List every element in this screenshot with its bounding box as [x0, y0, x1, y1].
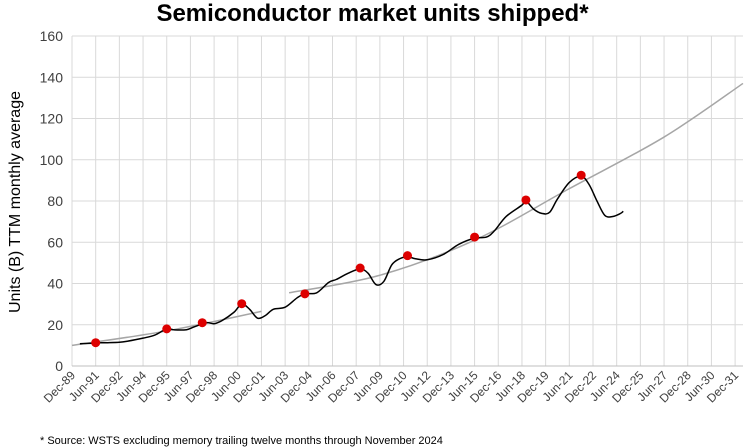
y-tick-labels: 0 20 40 60 80 100 120 140 160 — [40, 28, 64, 374]
peak-marker — [237, 299, 247, 309]
y-tick-label: 100 — [40, 152, 64, 168]
trend-lines — [71, 82, 744, 347]
x-tick-labels: Dec-89Jun-91Dec-92Jun-94Dec-95Jun-97Dec-… — [41, 368, 742, 405]
peak-marker — [162, 324, 172, 334]
y-tick-label: 20 — [47, 317, 63, 333]
peak-marker — [470, 232, 480, 242]
y-tick-label: 120 — [40, 111, 64, 127]
y-tick-label: 140 — [40, 69, 64, 85]
peak-marker — [300, 289, 310, 299]
peak-marker — [197, 318, 207, 328]
chart-title: Semiconductor market units shipped* — [156, 0, 589, 27]
peak-marker — [355, 263, 365, 273]
peak-marker — [576, 170, 586, 180]
y-tick-label: 60 — [47, 234, 63, 250]
y-tick-label: 0 — [55, 358, 63, 374]
y-tick-label: 80 — [47, 193, 63, 209]
footnote: * Source: WSTS excluding memory trailing… — [40, 435, 443, 447]
peak-marker — [91, 338, 101, 348]
y-tick-label: 40 — [47, 276, 63, 292]
trend-line — [288, 82, 744, 294]
peak-markers — [91, 170, 586, 348]
y-tick-label: 160 — [40, 28, 64, 44]
y-axis-label: Units (B) TTM monthly average — [7, 91, 24, 313]
peak-marker — [521, 195, 531, 205]
grid-layer — [71, 35, 743, 367]
peak-marker — [403, 251, 412, 261]
